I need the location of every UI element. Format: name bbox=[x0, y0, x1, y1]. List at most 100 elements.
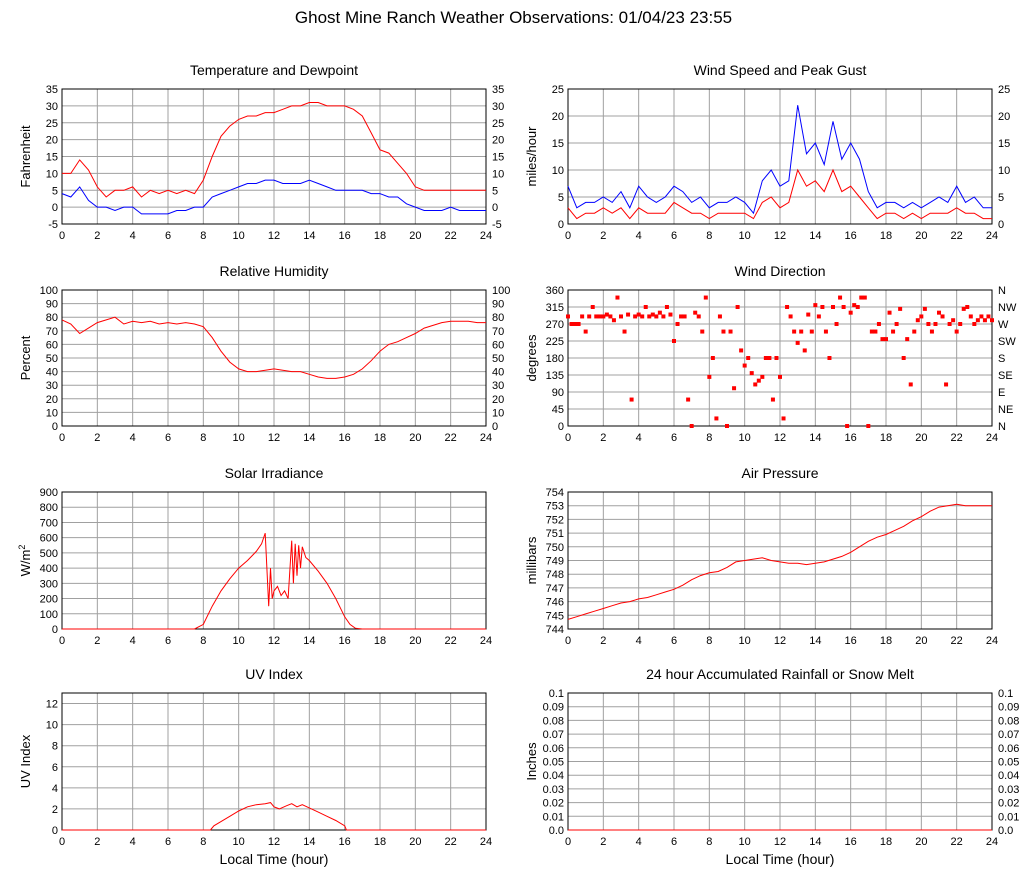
x-tick-label: 18 bbox=[880, 230, 892, 242]
x-tick-label: 4 bbox=[130, 230, 136, 242]
y-tick-label: 0 bbox=[558, 421, 564, 433]
y-tick-label: 90 bbox=[552, 387, 564, 399]
data-point bbox=[573, 322, 578, 326]
y-tick-label-right: 10 bbox=[998, 165, 1010, 177]
y-tick-label: 15 bbox=[552, 138, 564, 150]
series-line bbox=[62, 102, 486, 198]
chart-wind: Wind Speed and Peak Gust0510152025051015… bbox=[524, 62, 1010, 242]
x-tick-label: 14 bbox=[809, 836, 821, 848]
data-point bbox=[905, 337, 910, 342]
data-point bbox=[799, 329, 804, 334]
x-tick-label: 2 bbox=[600, 635, 606, 647]
data-point bbox=[597, 314, 602, 319]
y-tick-label-right: SW bbox=[998, 336, 1016, 348]
page-title: Ghost Mine Ranch Weather Observations: 0… bbox=[294, 8, 733, 27]
y-tick-label-right: -5 bbox=[492, 219, 502, 231]
y-tick-label-right: 90 bbox=[492, 299, 504, 311]
data-point bbox=[891, 329, 896, 334]
x-axis-label: Local Time (hour) bbox=[220, 851, 329, 867]
x-tick-label: 8 bbox=[200, 230, 206, 242]
y-axis-label: Percent bbox=[18, 335, 33, 380]
data-point bbox=[710, 356, 715, 360]
x-tick-label: 8 bbox=[706, 230, 712, 242]
x-tick-label: 10 bbox=[739, 635, 751, 647]
y-tick-label: 60 bbox=[46, 339, 58, 351]
y-tick-label-right: 25 bbox=[492, 118, 504, 130]
x-tick-label: 12 bbox=[268, 635, 280, 647]
data-point bbox=[622, 329, 627, 334]
x-tick-label: 8 bbox=[200, 836, 206, 848]
x-tick-label: 4 bbox=[636, 432, 642, 444]
y-tick-label: 12 bbox=[46, 699, 58, 711]
data-point bbox=[647, 314, 652, 319]
y-tick-label-right: 5 bbox=[492, 185, 498, 197]
data-point bbox=[884, 337, 888, 342]
data-point bbox=[912, 329, 917, 334]
data-point bbox=[951, 318, 956, 323]
data-point bbox=[739, 348, 744, 353]
y-tick-label: 5 bbox=[52, 185, 58, 197]
x-tick-label: 22 bbox=[951, 432, 963, 444]
x-tick-label: 0 bbox=[565, 230, 571, 242]
data-point bbox=[788, 314, 793, 319]
data-point bbox=[594, 314, 599, 319]
data-point bbox=[831, 305, 835, 309]
x-tick-label: 0 bbox=[59, 836, 65, 848]
chart-title: Air Pressure bbox=[741, 465, 818, 481]
chart-rain: 24 hour Accumulated Rainfall or Snow Mel… bbox=[524, 666, 1019, 867]
data-point bbox=[629, 397, 634, 402]
x-tick-label: 4 bbox=[636, 635, 642, 647]
y-tick-label: 0.06 bbox=[543, 743, 564, 755]
chart-pressure: Air Pressure7447457467477487497507517527… bbox=[524, 465, 998, 647]
y-tick-label-right: 15 bbox=[492, 152, 504, 164]
data-point bbox=[604, 312, 609, 317]
data-point bbox=[954, 329, 959, 334]
y-tick-label: 750 bbox=[546, 542, 564, 554]
chart-rh: Relative Humidity01020304050607080901000… bbox=[18, 263, 510, 444]
y-tick-label: 100 bbox=[40, 609, 58, 621]
data-point bbox=[760, 374, 765, 379]
data-point bbox=[781, 416, 786, 421]
y-tick-label-right: W bbox=[998, 319, 1009, 331]
y-tick-label: 20 bbox=[46, 394, 58, 406]
x-tick-label: 22 bbox=[951, 230, 963, 242]
data-point bbox=[587, 314, 592, 319]
data-point bbox=[679, 314, 684, 319]
data-point bbox=[880, 337, 885, 342]
x-tick-label: 20 bbox=[915, 432, 927, 444]
data-point bbox=[901, 356, 906, 360]
data-point bbox=[576, 322, 581, 326]
y-tick-label: 35 bbox=[46, 84, 58, 96]
data-point bbox=[933, 322, 938, 326]
y-tick-label: 754 bbox=[546, 487, 564, 499]
data-point bbox=[919, 314, 924, 319]
y-axis-label: Inches bbox=[524, 742, 539, 781]
y-tick-label-right: 30 bbox=[492, 101, 504, 113]
x-tick-label: 10 bbox=[233, 836, 245, 848]
y-tick-label-right: 20 bbox=[998, 111, 1010, 123]
x-tick-label: 16 bbox=[339, 230, 351, 242]
plot-frame bbox=[567, 491, 993, 630]
y-tick-label: 5 bbox=[558, 192, 564, 204]
y-tick-label: 225 bbox=[546, 336, 564, 348]
data-point bbox=[770, 397, 775, 402]
x-axis-label: Local Time (hour) bbox=[726, 851, 835, 867]
data-point bbox=[735, 305, 740, 309]
y-tick-label: 0.05 bbox=[543, 757, 564, 769]
y-tick-label: 0 bbox=[52, 624, 58, 636]
data-point bbox=[675, 322, 680, 326]
data-point bbox=[721, 329, 726, 334]
y-tick-label: 753 bbox=[546, 501, 564, 513]
y-tick-label: 15 bbox=[46, 152, 58, 164]
x-tick-label: 8 bbox=[200, 635, 206, 647]
data-point bbox=[820, 305, 825, 309]
y-tick-label-right: 0.07 bbox=[998, 729, 1019, 741]
y-tick-label: 749 bbox=[546, 556, 564, 568]
series-line bbox=[62, 802, 486, 831]
data-point bbox=[887, 310, 892, 315]
data-point bbox=[841, 305, 846, 309]
x-tick-label: 16 bbox=[339, 836, 351, 848]
data-point bbox=[566, 314, 570, 319]
chart-title: Solar Irradiance bbox=[225, 465, 324, 481]
